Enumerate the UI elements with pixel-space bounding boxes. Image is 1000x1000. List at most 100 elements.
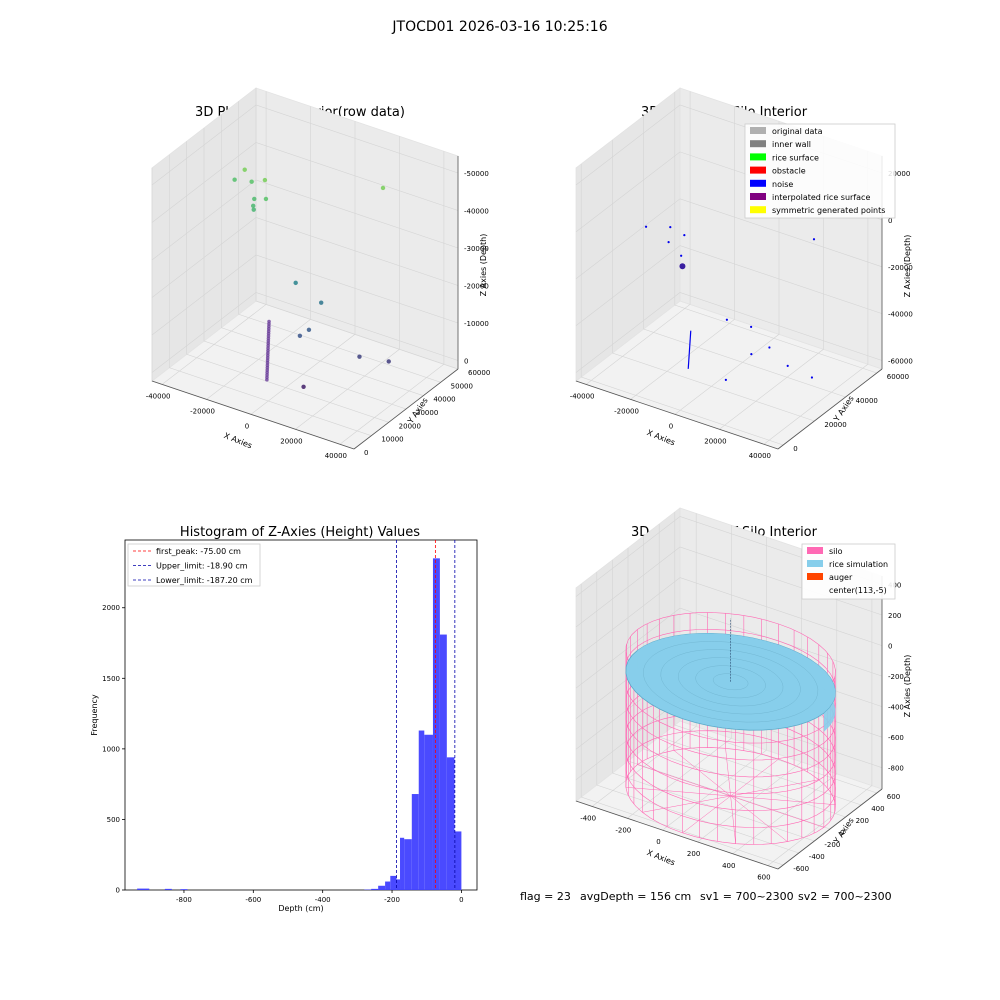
legend-label: silo — [829, 547, 843, 556]
x-gridline — [763, 151, 869, 445]
legend-label: Lower_limit: -187.20 cm — [156, 576, 253, 585]
point-cluster-marker — [265, 377, 269, 382]
z-tick-label: 0 — [888, 643, 892, 651]
x-tick-label: 40000 — [325, 452, 347, 460]
x-tick-label: -600 — [245, 896, 261, 904]
noise-point — [669, 226, 672, 229]
histogram-bar — [390, 875, 397, 890]
y-tick-label: -400 — [809, 853, 825, 861]
z-tick-label: -600 — [888, 734, 904, 742]
x-tick-label: -20000 — [190, 407, 215, 415]
z-gridline — [575, 245, 883, 326]
y-tick-label: 60000 — [468, 369, 490, 377]
z-gridline — [575, 607, 883, 689]
y-tick-label: 500 — [107, 816, 120, 824]
legend-swatch — [807, 573, 823, 580]
y-axis-line — [777, 368, 883, 450]
silo-floor-spoke — [642, 795, 731, 813]
noise-point — [683, 234, 686, 237]
legend-label: inner wall — [772, 140, 811, 149]
y-tick-label: 400 — [871, 805, 884, 813]
noise-point — [768, 346, 771, 349]
histogram-y-axis-label: Frequency — [90, 694, 99, 736]
silo-floor-spoke — [682, 795, 731, 834]
x-tick-label: 400 — [722, 862, 735, 870]
y-gridline — [169, 154, 372, 436]
histogram-bar — [400, 837, 405, 890]
histogram-bar — [385, 881, 391, 890]
silo-floor-spoke — [730, 795, 788, 842]
x-tick-label: 0 — [245, 422, 249, 430]
rice-mesh-line — [643, 641, 819, 723]
z-tick-label: 0 — [464, 357, 468, 365]
y-tick-label: 0 — [840, 829, 844, 837]
classify-3d-plot: 3D classify of Silo Interior -40000-2000… — [570, 87, 913, 460]
z-gridline — [151, 254, 459, 336]
silo-floor-spoke — [673, 750, 731, 797]
y-tick-label: 200 — [856, 817, 869, 825]
classify-legend: original data inner wall rice surface obsta… — [744, 123, 896, 219]
legend-swatch — [750, 206, 766, 214]
x-tick-label: 40000 — [749, 452, 771, 460]
y-gridline — [643, 116, 846, 398]
noise-point — [786, 364, 789, 368]
z-gridline — [151, 179, 459, 261]
noise-line — [687, 330, 692, 369]
histogram-bar — [411, 794, 419, 890]
z-tick-label: -10000 — [464, 320, 489, 328]
y-tick-label: 1500 — [102, 675, 120, 683]
y-gridline — [203, 128, 407, 410]
data-point — [251, 203, 256, 209]
z-tick-label: -800 — [888, 765, 904, 773]
data-point — [319, 300, 324, 305]
histogram-plot-frame — [124, 539, 478, 891]
legend-swatch — [750, 127, 766, 134]
noise-point — [644, 225, 648, 228]
data-point — [306, 327, 312, 333]
legend-swatch — [750, 193, 766, 200]
z-gridline — [151, 104, 459, 186]
histogram-bar — [404, 839, 412, 890]
status-sv2: sv2 = 700~2300 — [798, 890, 892, 903]
x-tick-label: -20000 — [614, 407, 639, 415]
y-gridline — [612, 140, 815, 422]
y-tick-label: 20000 — [824, 421, 846, 429]
data-point — [386, 359, 391, 364]
legend-label: first_peak: -75.00 cm — [156, 547, 241, 556]
histogram-title: Histogram of Z-Axies (Height) Values — [180, 525, 420, 540]
histogram-bar — [396, 879, 401, 890]
x-gridline — [585, 91, 691, 385]
noise-point — [680, 254, 683, 257]
y-tick-label: 60000 — [887, 373, 909, 381]
y-tick-label: 2000 — [102, 604, 120, 612]
histogram-bar — [137, 888, 150, 890]
y-gridline — [674, 92, 877, 374]
data-point — [293, 280, 298, 286]
noise-point — [725, 318, 728, 321]
y-gridline — [674, 512, 877, 794]
z-tick-label: -400 — [888, 704, 904, 712]
silo-floor-spoke — [625, 787, 731, 797]
z-tick-label: -200 — [888, 673, 904, 681]
x-axis-line — [151, 380, 355, 450]
histogram-bar — [418, 730, 425, 890]
z-gridline — [151, 292, 459, 373]
data-point — [262, 177, 268, 183]
histogram-bar — [378, 885, 386, 890]
histogram-bar — [164, 888, 172, 890]
legend-swatch — [750, 166, 766, 174]
x-tick-label: -800 — [176, 896, 192, 904]
z-gridline — [575, 577, 883, 658]
silo-floor-spoke — [637, 764, 731, 797]
simulation-legend: silo rice simulation auger center(113,-5) — [801, 543, 896, 600]
x-gridline — [767, 572, 873, 866]
y-tick-label: 10000 — [381, 436, 403, 444]
x-tick-label: -200 — [615, 826, 631, 834]
y-tick-label: 40000 — [433, 396, 455, 404]
legend-swatch — [750, 153, 766, 161]
y-axis-line — [777, 788, 883, 870]
z-tick-label: -20000 — [888, 264, 913, 272]
histogram-bar — [446, 757, 455, 890]
legend-label: noise — [772, 180, 793, 189]
